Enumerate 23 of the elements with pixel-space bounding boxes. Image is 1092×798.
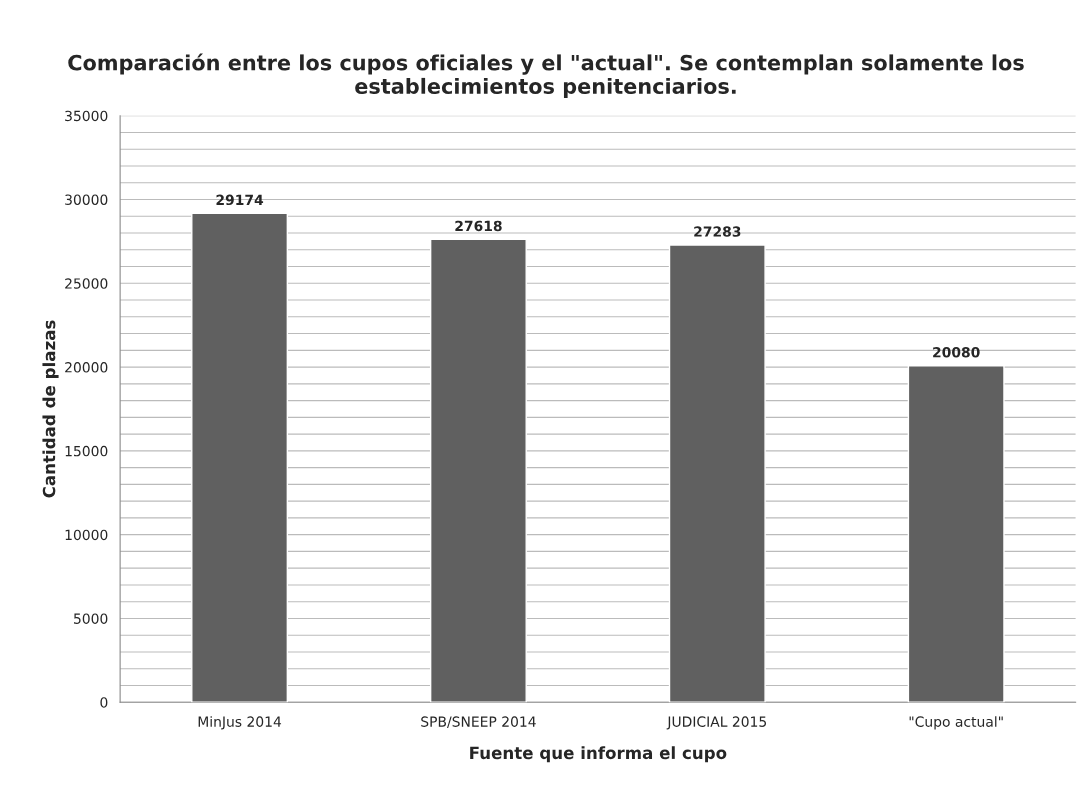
x-tick-label: "Cupo actual" bbox=[909, 716, 1003, 730]
chart-title: Comparación entre los cupos oficiales y el "actual". Se contemplan solamente los establecimientos penitenciarios. bbox=[68, 53, 1024, 99]
y-tick-label: 30000 bbox=[65, 194, 108, 205]
y-tick-label: 15000 bbox=[65, 445, 108, 457]
y-tick-label: 20000 bbox=[65, 362, 108, 373]
y-tick-label: 0 bbox=[100, 697, 108, 708]
bar bbox=[668, 244, 766, 703]
bar bbox=[429, 238, 527, 703]
y-tick-label: 35000 bbox=[65, 110, 108, 122]
y-tick-label: 5000 bbox=[74, 613, 108, 624]
y-axis-title: Cantidad de plazas bbox=[42, 320, 59, 498]
data-label: 29174 bbox=[216, 194, 264, 206]
x-tick-label: JUDICIAL 2015 bbox=[666, 716, 767, 730]
y-tick-label: 25000 bbox=[65, 278, 108, 289]
data-label: 20080 bbox=[933, 346, 980, 358]
data-label: 27283 bbox=[694, 226, 741, 237]
data-label: 27618 bbox=[455, 220, 502, 232]
y-tick-label: 10000 bbox=[65, 529, 108, 541]
x-tick-label: MinJus 2014 bbox=[198, 716, 282, 730]
x-tick-label: SPB/SNEEP 2014 bbox=[421, 716, 536, 728]
bar bbox=[907, 365, 1005, 703]
bar bbox=[191, 212, 289, 703]
x-axis-title: Fuente que informa el cupo bbox=[470, 746, 727, 763]
